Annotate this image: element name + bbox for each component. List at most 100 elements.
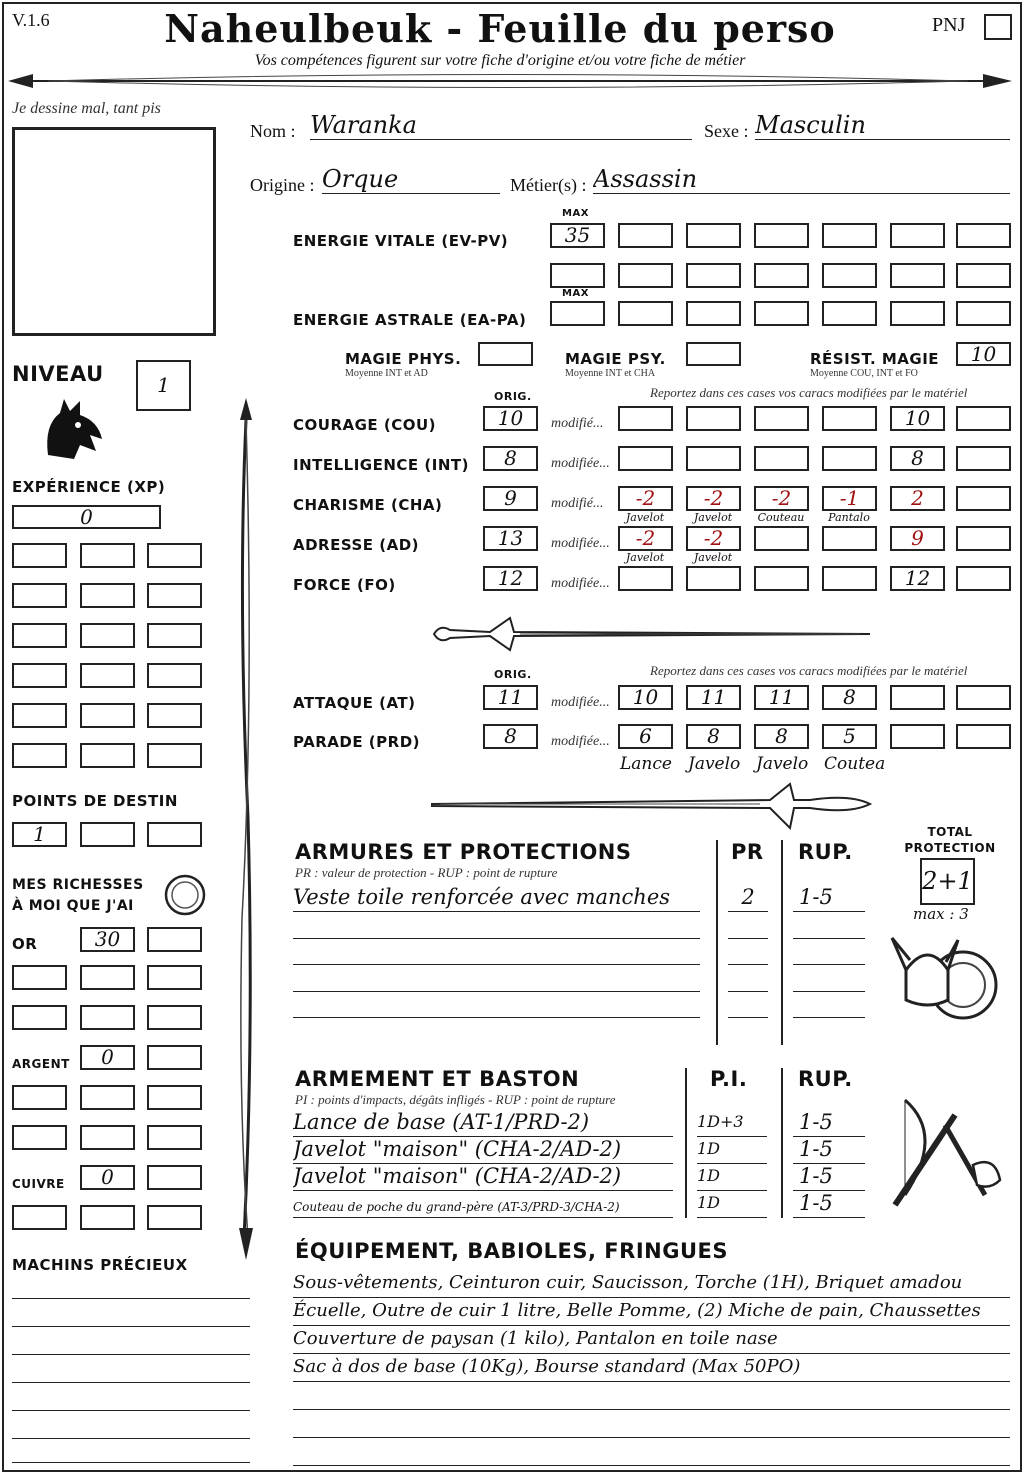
xp-tally-box[interactable]	[147, 743, 202, 768]
stat-mod-box[interactable]: -1	[822, 486, 877, 511]
stat-orig-box[interactable]: 12	[483, 566, 538, 591]
portrait-box[interactable]	[12, 127, 216, 336]
weapon-pi-field[interactable]: 1D	[697, 1163, 767, 1191]
xp-tally-box[interactable]	[12, 623, 67, 648]
job-field[interactable]: Assassin	[593, 166, 1010, 194]
stat-mod-box[interactable]	[686, 406, 741, 431]
magic-psy-box[interactable]	[686, 342, 741, 366]
ev-box[interactable]	[890, 223, 945, 248]
ea-box[interactable]	[550, 301, 605, 326]
combat-orig-box[interactable]: 11	[483, 685, 538, 710]
sex-field[interactable]: Masculin	[755, 112, 1010, 140]
ev-box[interactable]	[956, 263, 1011, 288]
ea-box[interactable]	[890, 301, 945, 326]
stat-mod-box[interactable]: 2	[890, 486, 945, 511]
xp-tally-box[interactable]	[147, 623, 202, 648]
armor-name-field[interactable]	[293, 937, 700, 965]
xp-tally-box[interactable]	[12, 663, 67, 688]
total-protection-box[interactable]: 2+1	[920, 858, 975, 905]
gold-box[interactable]	[147, 965, 202, 990]
stat-mod-box[interactable]	[754, 406, 809, 431]
weapon-pi-field[interactable]: 1D	[697, 1136, 767, 1164]
xp-tally-box[interactable]	[147, 583, 202, 608]
stat-mod-box[interactable]	[754, 446, 809, 471]
stat-mod-box[interactable]	[956, 486, 1011, 511]
ea-box[interactable]	[822, 301, 877, 326]
stat-mod-box[interactable]	[956, 446, 1011, 471]
stat-mod-box[interactable]: -2	[618, 486, 673, 511]
xp-tally-box[interactable]	[80, 543, 135, 568]
ev-box[interactable]	[618, 263, 673, 288]
combat-mod-box[interactable]: 11	[686, 685, 741, 710]
destiny-box[interactable]: 1	[12, 822, 67, 847]
stat-mod-box[interactable]	[686, 566, 741, 591]
gold-box[interactable]	[12, 1005, 67, 1030]
xp-tally-box[interactable]	[80, 703, 135, 728]
armor-pr-field[interactable]	[728, 937, 768, 965]
ev-box[interactable]	[822, 223, 877, 248]
stat-mod-box[interactable]: -2	[686, 486, 741, 511]
combat-orig-box[interactable]: 8	[483, 724, 538, 749]
precious-line[interactable]	[12, 1410, 250, 1411]
armor-rup-field[interactable]: 1-5	[793, 884, 865, 912]
equipment-line[interactable]	[293, 1410, 1010, 1438]
combat-mod-box[interactable]	[956, 724, 1011, 749]
silver-box[interactable]	[12, 1125, 67, 1150]
precious-line[interactable]	[12, 1462, 250, 1463]
name-field[interactable]: Waranka	[310, 112, 692, 140]
silver-box[interactable]	[147, 1085, 202, 1110]
gold-box[interactable]	[80, 1005, 135, 1030]
stat-mod-box[interactable]: -2	[618, 526, 673, 551]
ev-box[interactable]	[822, 263, 877, 288]
stat-orig-box[interactable]: 13	[483, 526, 538, 551]
ev-box[interactable]	[686, 223, 741, 248]
xp-tally-box[interactable]	[12, 703, 67, 728]
gold-box[interactable]	[80, 965, 135, 990]
magic-phys-box[interactable]	[478, 342, 533, 366]
precious-line[interactable]	[12, 1354, 250, 1355]
precious-line[interactable]	[12, 1438, 250, 1439]
combat-mod-box[interactable]: 11	[754, 685, 809, 710]
combat-mod-box[interactable]: 8	[822, 685, 877, 710]
stat-mod-box[interactable]: -2	[686, 526, 741, 551]
gold-box[interactable]: 30	[80, 927, 135, 952]
armor-pr-field[interactable]	[728, 990, 768, 1018]
stat-orig-box[interactable]: 9	[483, 486, 538, 511]
precious-line[interactable]	[12, 1382, 250, 1383]
stat-mod-box[interactable]: 12	[890, 566, 945, 591]
stat-mod-box[interactable]	[822, 406, 877, 431]
stat-mod-box[interactable]	[754, 526, 809, 551]
weapon-name-field[interactable]: Javelot "maison" (CHA-2/AD-2)	[293, 1136, 673, 1164]
stat-orig-box[interactable]: 10	[483, 406, 538, 431]
silver-box[interactable]	[80, 1085, 135, 1110]
xp-tally-box[interactable]	[80, 663, 135, 688]
destiny-box[interactable]	[147, 822, 202, 847]
armor-rup-field[interactable]	[793, 937, 865, 965]
weapon-name-field[interactable]: Javelot "maison" (CHA-2/AD-2)	[293, 1163, 673, 1191]
ev-box[interactable]	[754, 263, 809, 288]
combat-mod-box[interactable]: 10	[618, 685, 673, 710]
armor-name-field[interactable]	[293, 911, 700, 939]
combat-mod-box[interactable]: 8	[686, 724, 741, 749]
equipment-line[interactable]	[293, 1438, 1010, 1466]
stat-mod-box[interactable]: 9	[890, 526, 945, 551]
armor-rup-field[interactable]	[793, 911, 865, 939]
precious-line[interactable]	[12, 1298, 250, 1299]
weapon-rup-field[interactable]: 1-5	[793, 1136, 865, 1164]
armor-pr-field[interactable]: 2	[728, 884, 768, 912]
equipment-line[interactable]: Couverture de paysan (1 kilo), Pantalon …	[293, 1326, 1010, 1354]
ev-box[interactable]	[956, 223, 1011, 248]
combat-mod-box[interactable]	[890, 685, 945, 710]
equipment-line[interactable]: Écuelle, Outre de cuir 1 litre, Belle Po…	[293, 1298, 1010, 1326]
gold-box[interactable]	[147, 1005, 202, 1030]
ea-box[interactable]	[686, 301, 741, 326]
ea-box[interactable]	[754, 301, 809, 326]
combat-mod-box[interactable]	[890, 724, 945, 749]
ea-box[interactable]	[956, 301, 1011, 326]
armor-name-field[interactable]	[293, 990, 700, 1018]
destiny-box[interactable]	[80, 822, 135, 847]
armor-name-field[interactable]	[293, 964, 700, 992]
weapon-name-field[interactable]: Lance de base (AT-1/PRD-2)	[293, 1109, 673, 1137]
copper-box[interactable]	[80, 1205, 135, 1230]
xp-tally-box[interactable]	[80, 583, 135, 608]
